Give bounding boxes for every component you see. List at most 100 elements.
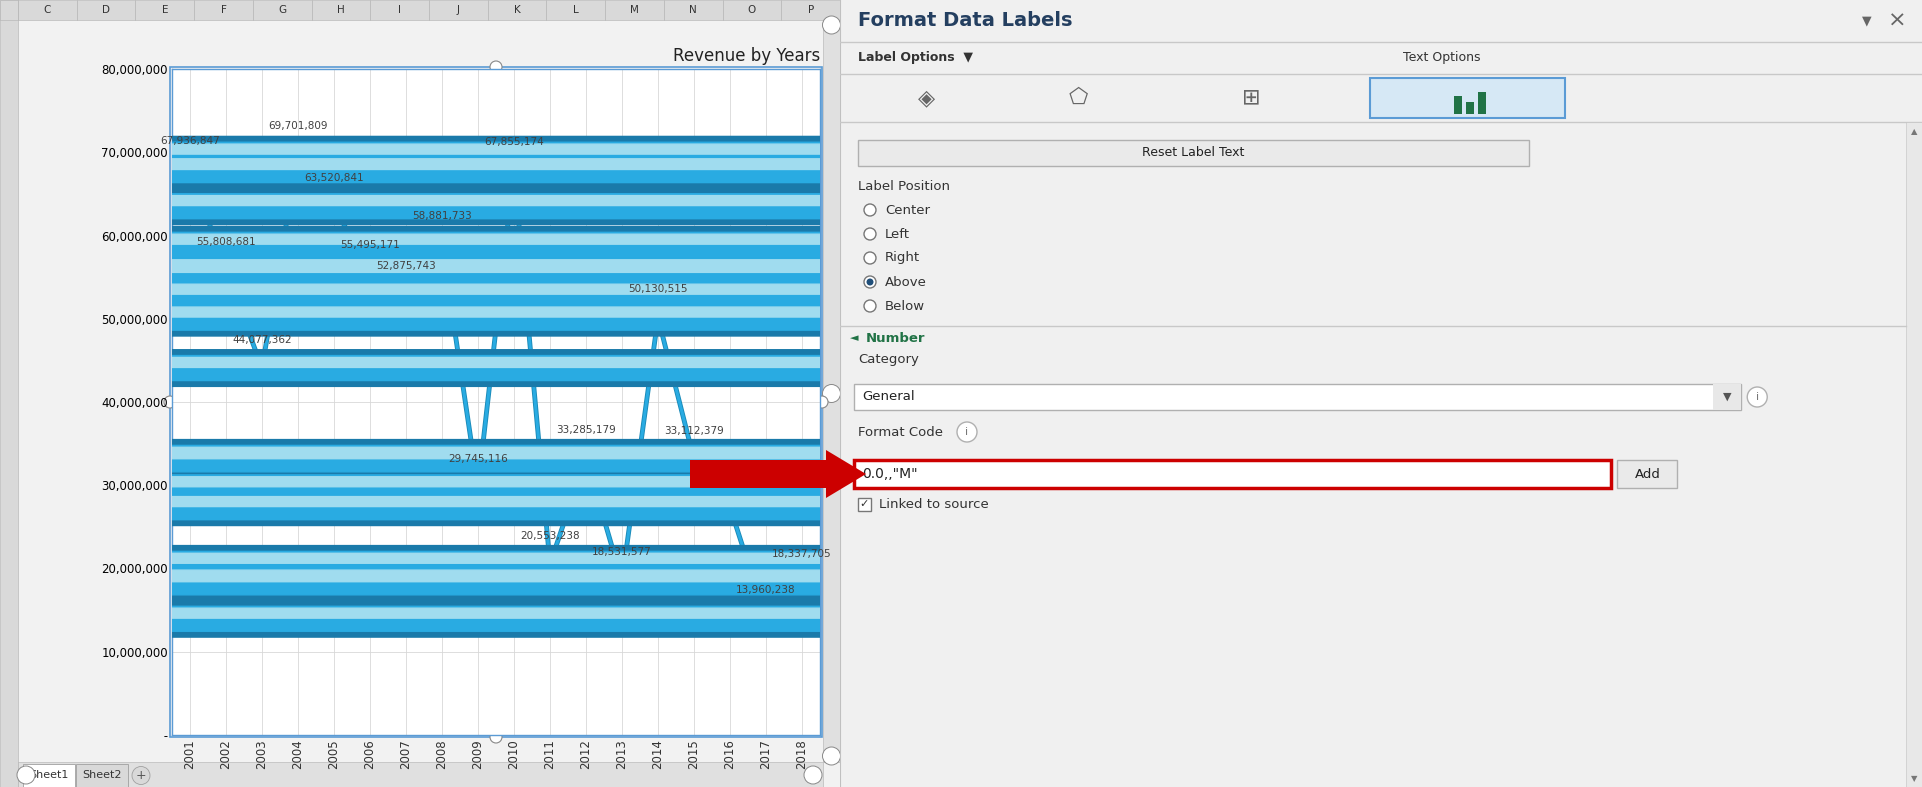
Text: 55,495,171: 55,495,171 bbox=[340, 240, 400, 249]
Circle shape bbox=[0, 570, 1922, 580]
Text: Above: Above bbox=[884, 275, 926, 289]
Text: ⬠: ⬠ bbox=[1069, 88, 1088, 108]
Circle shape bbox=[0, 568, 1922, 593]
Text: ▼: ▼ bbox=[1862, 14, 1872, 28]
Circle shape bbox=[0, 349, 1922, 386]
Circle shape bbox=[0, 157, 1922, 182]
Text: 58,881,733: 58,881,733 bbox=[411, 212, 473, 221]
Circle shape bbox=[0, 307, 1922, 317]
Text: Right: Right bbox=[884, 252, 921, 264]
Text: 50,130,515: 50,130,515 bbox=[628, 284, 688, 294]
Circle shape bbox=[0, 447, 1922, 472]
Text: 13,960,238: 13,960,238 bbox=[736, 586, 796, 596]
Text: J: J bbox=[457, 5, 459, 15]
Circle shape bbox=[0, 497, 1922, 507]
Text: 67,936,847: 67,936,847 bbox=[160, 136, 219, 146]
Circle shape bbox=[0, 553, 1922, 563]
Circle shape bbox=[0, 283, 1922, 307]
Circle shape bbox=[0, 276, 1922, 313]
Bar bbox=[780, 0, 840, 20]
Bar bbox=[663, 0, 723, 20]
Text: Category: Category bbox=[857, 353, 919, 367]
Circle shape bbox=[0, 305, 1922, 331]
Circle shape bbox=[865, 228, 876, 240]
Text: Below: Below bbox=[884, 300, 924, 312]
Text: P: P bbox=[807, 5, 813, 15]
Bar bbox=[1453, 96, 1461, 114]
Circle shape bbox=[865, 276, 876, 288]
Circle shape bbox=[0, 489, 1922, 526]
Text: 27,363,299: 27,363,299 bbox=[700, 474, 759, 484]
Text: M: M bbox=[630, 5, 638, 15]
Polygon shape bbox=[826, 450, 867, 498]
Text: L: L bbox=[573, 5, 579, 15]
Circle shape bbox=[0, 227, 1922, 263]
Text: Sheet2: Sheet2 bbox=[83, 770, 121, 781]
Text: Sheet1: Sheet1 bbox=[29, 770, 69, 781]
Bar bbox=[0, 0, 17, 787]
Text: ▼: ▼ bbox=[1910, 774, 1918, 784]
Text: Linked to source: Linked to source bbox=[878, 497, 988, 511]
Circle shape bbox=[0, 252, 1922, 289]
Circle shape bbox=[0, 159, 1922, 168]
Text: N: N bbox=[690, 5, 698, 15]
Circle shape bbox=[0, 445, 1922, 471]
Bar bbox=[23, 764, 75, 787]
Circle shape bbox=[0, 258, 1922, 283]
Bar bbox=[857, 140, 1528, 166]
Circle shape bbox=[0, 160, 1922, 169]
Text: 67,855,174: 67,855,174 bbox=[484, 137, 544, 147]
Circle shape bbox=[0, 157, 1922, 183]
Bar bbox=[17, 0, 77, 20]
Circle shape bbox=[0, 260, 1922, 270]
Bar bbox=[77, 764, 129, 787]
Text: Label Options  ▼: Label Options ▼ bbox=[857, 51, 973, 65]
Text: G: G bbox=[279, 5, 286, 15]
Text: ✓: ✓ bbox=[859, 499, 869, 509]
Circle shape bbox=[17, 766, 35, 784]
Text: Label Position: Label Position bbox=[857, 179, 949, 193]
Text: General: General bbox=[861, 390, 915, 404]
Circle shape bbox=[0, 449, 1922, 459]
Circle shape bbox=[0, 356, 1922, 381]
Circle shape bbox=[0, 299, 1922, 336]
Text: i: i bbox=[965, 427, 969, 437]
Circle shape bbox=[0, 357, 1922, 368]
Text: ◄: ◄ bbox=[850, 333, 859, 343]
Text: Add: Add bbox=[1634, 467, 1661, 481]
Circle shape bbox=[490, 731, 502, 743]
Circle shape bbox=[0, 151, 1922, 188]
Circle shape bbox=[823, 385, 840, 402]
Text: 18,337,705: 18,337,705 bbox=[773, 549, 832, 559]
Bar bbox=[823, 20, 840, 762]
Bar bbox=[1713, 384, 1741, 410]
Text: Center: Center bbox=[884, 204, 930, 216]
Circle shape bbox=[0, 284, 1922, 294]
Circle shape bbox=[0, 142, 1922, 167]
Text: Format Data Labels: Format Data Labels bbox=[857, 12, 1072, 31]
Text: F: F bbox=[221, 5, 227, 15]
Text: 55,808,681: 55,808,681 bbox=[196, 237, 256, 247]
Text: E: E bbox=[161, 5, 167, 15]
Bar bbox=[1618, 460, 1678, 488]
Bar bbox=[723, 0, 780, 20]
Text: I: I bbox=[398, 5, 402, 15]
Bar bbox=[546, 0, 605, 20]
Circle shape bbox=[803, 766, 823, 784]
Text: O: O bbox=[748, 5, 755, 15]
Circle shape bbox=[1747, 387, 1766, 407]
Bar bbox=[17, 762, 823, 787]
Circle shape bbox=[0, 564, 1922, 600]
Bar bbox=[371, 0, 429, 20]
Bar bbox=[853, 384, 1741, 410]
Text: 29,745,116: 29,745,116 bbox=[448, 454, 507, 464]
Circle shape bbox=[0, 440, 1922, 476]
Circle shape bbox=[823, 747, 840, 765]
Circle shape bbox=[865, 252, 876, 264]
Text: ⊞: ⊞ bbox=[1242, 88, 1261, 108]
Circle shape bbox=[0, 447, 1922, 457]
Circle shape bbox=[0, 552, 1922, 576]
Circle shape bbox=[0, 606, 1922, 631]
Circle shape bbox=[0, 260, 1922, 286]
Circle shape bbox=[0, 475, 1922, 500]
